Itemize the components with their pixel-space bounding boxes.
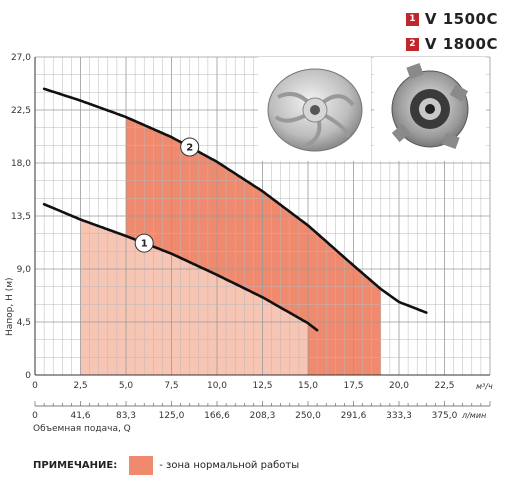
x-tick-label: 17,5 [343,381,363,391]
chart-axes: 0 4,5 9,0 13,5 18,0 22,5 27,0 0 2,5 5,0 7,5 10,0 12,… [11,53,491,421]
x-tick-label: 2,5 [73,381,87,391]
y-tick-label: 9,0 [17,265,32,275]
note-swatch [129,456,154,475]
x-axis-label: Объемная подача, Q [33,424,131,434]
impeller-front-photo [258,57,371,161]
x-tick-label: 7,5 [164,381,178,391]
legend-box-2: 2 [405,37,419,51]
note-text: - зона нормальной работы [159,460,300,471]
x2-tick-label: 250,0 [295,411,321,421]
impeller-front-image [267,68,363,152]
x2-tick-label: 375,0 [432,411,458,421]
x-tick-label: 10,0 [207,381,227,391]
legend-box-1: 1 [405,12,419,26]
legend-item-2: 2 V 1800C [405,35,498,53]
x-tick-label: 22,5 [434,381,454,391]
impeller-back-image [391,62,469,150]
x-tick-label: 15,0 [298,381,318,391]
x2-axis-unit: л/мин [461,411,486,420]
curve-label-2: 2 [186,142,193,153]
x2-tick-label: 41,6 [70,411,90,421]
work-zone-1 [80,219,308,375]
legend-label-2: V 1800C [424,35,498,53]
x2-tick-label: 333,3 [386,411,412,421]
curve-2 [42,87,428,314]
x-tick-label: 12,5 [252,381,272,391]
x2-tick-label: 291,6 [341,411,367,421]
curve-1 [42,202,319,332]
impeller-back-photo [374,57,486,161]
curve-label-1: 1 [141,239,148,250]
curve-labels: 12 [134,137,200,253]
y-tick-label: 27,0 [11,53,31,63]
performance-curves [42,87,428,332]
x2-tick-label: 166,6 [204,411,230,421]
curve-label-circle-1 [134,233,154,253]
x2-tick-label: 208,3 [250,411,276,421]
y-tick-label: 13,5 [11,212,31,222]
y-axis-label: Напор, H (м) [5,277,15,336]
y-tick-label: 4,5 [17,318,31,328]
y-tick-label: 0 [25,371,31,381]
x-tick-label: 20,0 [389,381,409,391]
x-tick-label: 5,0 [119,381,134,391]
legend-label-1: V 1500C [424,10,498,28]
y-tick-label: 18,0 [11,159,31,169]
note-title: ПРИМЕЧАНИЕ: [33,460,118,471]
x-tick-label: 0 [32,381,38,391]
x2-tick-label: 125,0 [159,411,185,421]
x2-tick-label: 83,3 [116,411,136,421]
note: ПРИМЕЧАНИЕ: - зона нормальной работы [33,456,299,475]
y-tick-label: 22,5 [11,106,31,116]
x-axis-unit: м³/ч [476,382,493,391]
x2-tick-label: 0 [32,411,38,421]
curve-label-circle-2 [180,137,200,157]
legend-item-1: 1 V 1500C [405,10,498,28]
